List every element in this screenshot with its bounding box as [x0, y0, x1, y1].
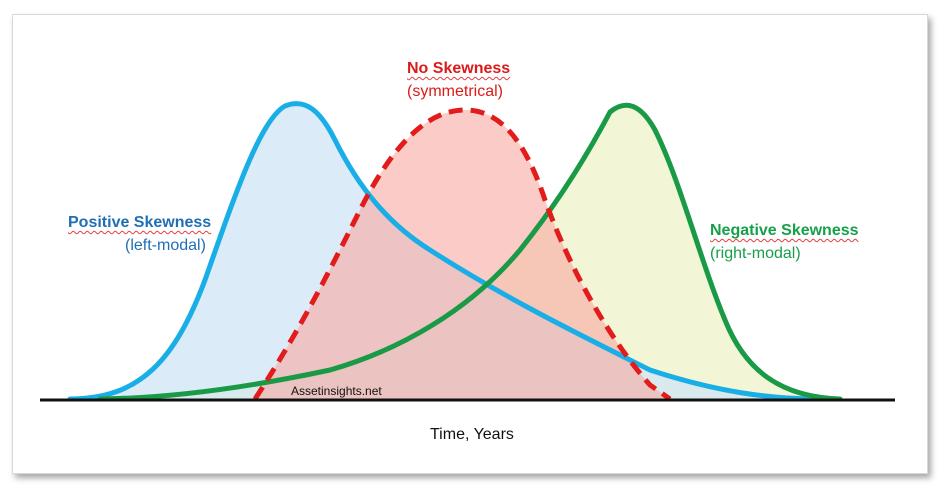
x-axis-label: Time, Years: [430, 426, 514, 443]
no-skew-title: No Skewness: [407, 60, 511, 77]
watermark: Assetinsights.net: [291, 384, 382, 398]
negative-skew-fill: [100, 105, 840, 399]
no-skew-subtitle: (symmetrical): [407, 83, 503, 100]
negative-skew-title: Negative Skewness: [710, 222, 859, 239]
negative-skew-curve: [97, 102, 843, 402]
positive-skew-subtitle: (left-modal): [125, 237, 206, 254]
positive-skew-curve: [67, 101, 813, 402]
negative-skew-subtitle: (right-modal): [710, 245, 801, 262]
positive-skew-fill: [70, 103, 810, 400]
symmetric-curve: [252, 107, 672, 402]
positive-skew-title: Positive Skewness: [68, 214, 212, 231]
